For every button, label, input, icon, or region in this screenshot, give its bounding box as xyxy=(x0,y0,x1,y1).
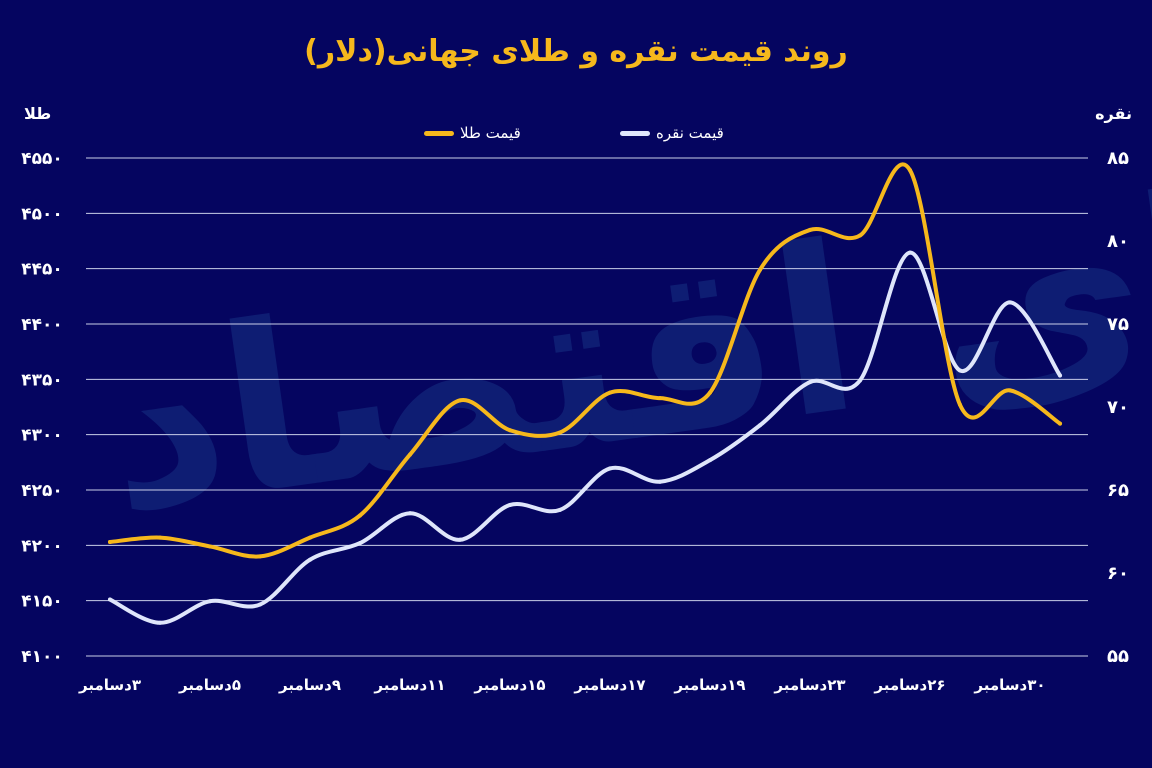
gold-data-point xyxy=(258,554,262,559)
silver-data-point xyxy=(708,458,712,463)
silver-data-point xyxy=(558,507,562,512)
x-tick-label: ۱۵دسامبر xyxy=(473,676,545,694)
left-tick-label: ۴۴۰۰ xyxy=(21,315,63,335)
left-tick-label: ۴۵۵۰ xyxy=(21,149,63,169)
gold-data-point xyxy=(658,396,662,401)
right-tick-label: ۸۰ xyxy=(1107,231,1129,252)
right-tick-label: ۵۵ xyxy=(1107,646,1129,667)
gold-data-point xyxy=(508,428,512,433)
gold-data-point xyxy=(158,535,162,540)
gold-data-point xyxy=(808,227,812,232)
gold-data-point xyxy=(958,402,962,407)
left-axis-label: طلا xyxy=(24,104,52,123)
gold-data-point xyxy=(908,168,912,173)
chart-title: روند قیمت نقره و طلای جهانی(دلار) xyxy=(304,34,848,69)
silver-data-point xyxy=(208,599,212,604)
gold-data-point xyxy=(458,398,462,403)
gold-data-point xyxy=(1058,421,1062,426)
legend-swatch-silver xyxy=(620,130,650,136)
silver-data-point xyxy=(908,250,912,255)
right-axis-label: نقره xyxy=(1095,104,1132,123)
gold-data-point xyxy=(358,513,362,518)
silver-data-point xyxy=(858,378,862,383)
silver-data-point xyxy=(1058,373,1062,378)
x-tick-label: ۱۹دسامبر xyxy=(673,676,745,694)
silver-data-point xyxy=(808,380,812,385)
left-tick-label: ۴۱۵۰ xyxy=(21,592,63,612)
x-tick-label: ۱۷دسامبر xyxy=(573,676,645,694)
gold-data-point xyxy=(308,535,312,540)
left-tick-label: ۴۳۵۰ xyxy=(21,370,63,390)
gold-price-line xyxy=(108,162,1062,559)
left-tick-label: ۴۴۵۰ xyxy=(21,260,63,280)
x-tick-label: ۳دسامبر xyxy=(78,676,141,694)
gold-data-point xyxy=(608,390,612,395)
silver-data-point xyxy=(108,597,112,602)
legend-label-silver: قیمت نقره xyxy=(656,124,724,142)
silver-data-point xyxy=(1008,300,1012,305)
gold-data-point xyxy=(858,233,862,238)
silver-data-point xyxy=(608,466,612,471)
gold-data-point xyxy=(108,540,112,545)
silver-data-point xyxy=(658,479,662,484)
left-tick-label: ۴۱۰۰ xyxy=(21,647,63,667)
silver-data-point xyxy=(758,423,762,428)
x-tick-label: ۲۳دسامبر xyxy=(773,676,845,694)
gold-data-point xyxy=(708,390,712,395)
legend-item-silver: قیمت نقره xyxy=(620,124,724,142)
right-tick-label: ۷۰ xyxy=(1107,397,1129,418)
gold-data-point xyxy=(758,267,762,272)
left-tick-label: ۴۲۰۰ xyxy=(21,536,63,556)
left-tick-label: ۴۲۵۰ xyxy=(21,481,63,501)
legend-label-gold: قیمت طلا xyxy=(460,124,521,142)
silver-data-point xyxy=(408,511,412,516)
x-tick-label: ۳۰دسامبر xyxy=(973,676,1045,694)
silver-data-point xyxy=(158,620,162,625)
silver-data-point xyxy=(308,557,312,562)
x-tick-label: ۲۶دسامبر xyxy=(873,676,945,694)
right-tick-label: ۶۰ xyxy=(1107,563,1129,584)
left-tick-label: ۴۳۰۰ xyxy=(21,426,63,446)
left-tick-label: ۴۵۰۰ xyxy=(21,204,63,224)
gold-data-point xyxy=(408,452,412,457)
silver-data-point xyxy=(358,541,362,546)
right-tick-label: ۶۵ xyxy=(1107,480,1129,501)
silver-data-point xyxy=(958,368,962,373)
gold-data-point xyxy=(1008,388,1012,393)
silver-data-point xyxy=(508,502,512,507)
x-tick-label: ۵دسامبر xyxy=(178,676,241,694)
silver-data-point xyxy=(258,602,262,607)
legend-item-gold: قیمت طلا xyxy=(424,124,521,142)
right-tick-label: ۷۵ xyxy=(1107,314,1129,335)
right-tick-label: ۸۵ xyxy=(1107,148,1129,169)
x-tick-label: ۹دسامبر xyxy=(278,676,341,694)
gold-data-point xyxy=(558,430,562,435)
x-tick-label: ۱۱دسامبر xyxy=(373,676,445,694)
silver-data-point xyxy=(458,537,462,542)
silver-price-line xyxy=(108,250,1062,625)
gold-data-point xyxy=(208,544,212,549)
legend-swatch-gold xyxy=(424,130,454,136)
